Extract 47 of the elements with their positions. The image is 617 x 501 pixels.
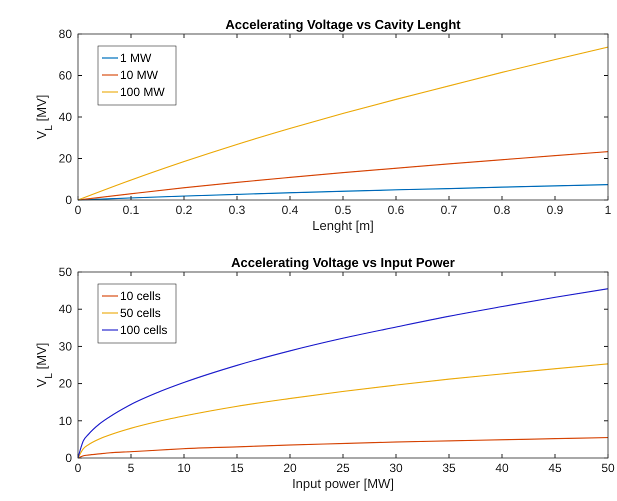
legend-label: 1 MW: [120, 51, 152, 65]
chart-title: Accelerating Voltage vs Cavity Lenght: [225, 17, 462, 32]
y-tick-label: 0: [65, 451, 72, 465]
y-tick-label: 30: [58, 339, 72, 354]
legend-label: 50 cells: [120, 306, 161, 320]
x-axis-title: Lenght [m]: [312, 218, 374, 233]
line-series: [77, 363, 609, 459]
x-tick-label: 0.1: [122, 203, 140, 217]
x-tick-label: 0.8: [494, 203, 511, 217]
x-tick-label: 25: [336, 461, 350, 475]
x-tick-label: 0.7: [440, 203, 458, 217]
y-tick-label: 20: [58, 376, 72, 391]
x-tick-label: 0: [74, 461, 82, 475]
x-tick-label: 0.9: [546, 203, 564, 217]
x-tick-label: 1: [604, 203, 612, 217]
x-tick-label: 50: [601, 461, 615, 475]
y-tick-label: 40: [58, 110, 72, 124]
x-tick-label: 20: [283, 461, 297, 475]
line-series: [77, 46, 609, 201]
x-tick-label: 10: [177, 461, 191, 475]
x-tick-label: 35: [442, 461, 456, 475]
x-tick-label: 15: [230, 461, 244, 475]
y-tick-label: 20: [58, 152, 72, 166]
legend-label: 100 MW: [120, 85, 166, 99]
x-tick-label: 0.2: [176, 203, 193, 217]
legend-label: 10 cells: [120, 289, 161, 303]
y-tick-label: 50: [58, 265, 72, 279]
x-tick-label: 45: [548, 461, 562, 475]
x-tick-label: 0.5: [334, 203, 352, 217]
x-tick-label: 0.4: [282, 203, 299, 217]
x-tick-label: 40: [495, 461, 509, 475]
x-tick-label: 30: [389, 461, 403, 475]
x-axis-title: Input power [MW]: [292, 476, 394, 491]
y-tick-label: 80: [58, 27, 72, 41]
y-tick-label: 0: [65, 193, 72, 207]
legend-label: 100 cells: [120, 323, 168, 337]
line-series: [77, 436, 609, 459]
line-series: [77, 288, 609, 459]
x-tick-label: 0.3: [228, 203, 246, 217]
legend-label: 10 MW: [120, 68, 159, 82]
x-tick-label: 5: [128, 461, 135, 475]
y-tick-label: 40: [58, 302, 72, 316]
y-tick-label: 60: [58, 68, 72, 82]
chart-title: Accelerating Voltage vs Input Power: [231, 255, 455, 270]
y-tick-label: 10: [58, 414, 72, 428]
x-tick-label: 0.6: [388, 203, 405, 217]
x-tick-label: 0: [74, 203, 82, 217]
